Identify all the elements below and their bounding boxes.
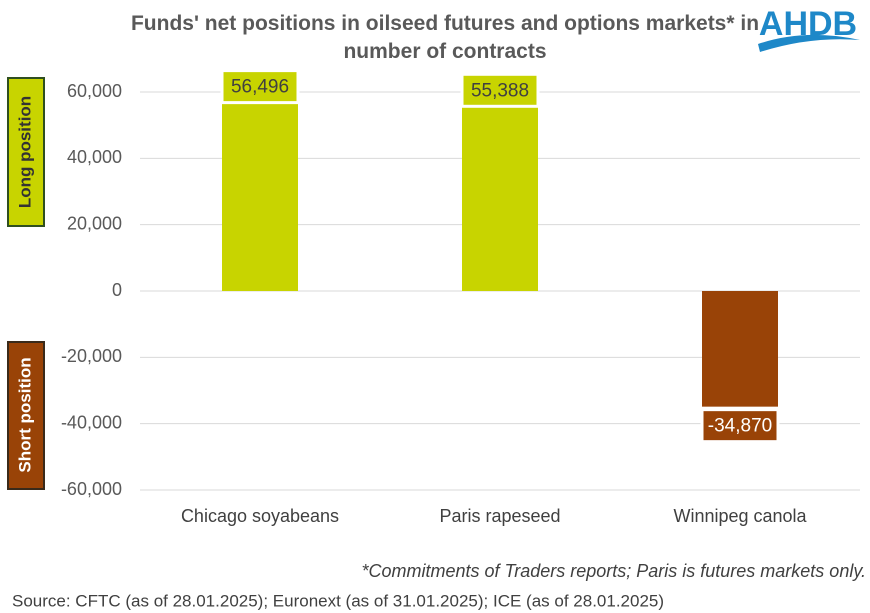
value-label-box <box>700 408 780 444</box>
logo-swoosh <box>758 34 860 52</box>
y-tick-label: 40,000 <box>67 147 122 167</box>
footnote: *Commitments of Traders reports; Paris i… <box>362 561 866 581</box>
y-tick-label: -20,000 <box>61 346 122 366</box>
short-box <box>7 341 45 490</box>
x-tick-label: Winnipeg canola <box>673 506 807 526</box>
short-label: Short position <box>15 357 34 472</box>
y-tick-label: 0 <box>112 280 122 300</box>
value-label-box <box>460 72 540 108</box>
logo: AHDB <box>759 5 857 43</box>
x-tick-label: Paris rapeseed <box>439 506 560 526</box>
y-tick-label: -60,000 <box>61 479 122 499</box>
value-label-box <box>220 69 300 105</box>
y-tick-label: -40,000 <box>61 412 122 432</box>
value-label: 56,496 <box>231 77 289 98</box>
long-box <box>7 77 45 227</box>
y-tick-label: 20,000 <box>67 213 122 233</box>
y-tick-label: 60,000 <box>67 81 122 101</box>
long-label: Long position <box>15 96 34 208</box>
source: Source: CFTC (as of 28.01.2025); Euronex… <box>12 591 664 610</box>
chart-title: Funds' net positions in oilseed futures … <box>130 12 760 63</box>
x-tick-label: Chicago soyabeans <box>181 506 339 526</box>
bar <box>462 107 538 291</box>
bar <box>222 103 298 291</box>
value-label: -34,870 <box>708 416 772 437</box>
value-label: 55,388 <box>471 80 529 101</box>
bar <box>702 291 778 407</box>
